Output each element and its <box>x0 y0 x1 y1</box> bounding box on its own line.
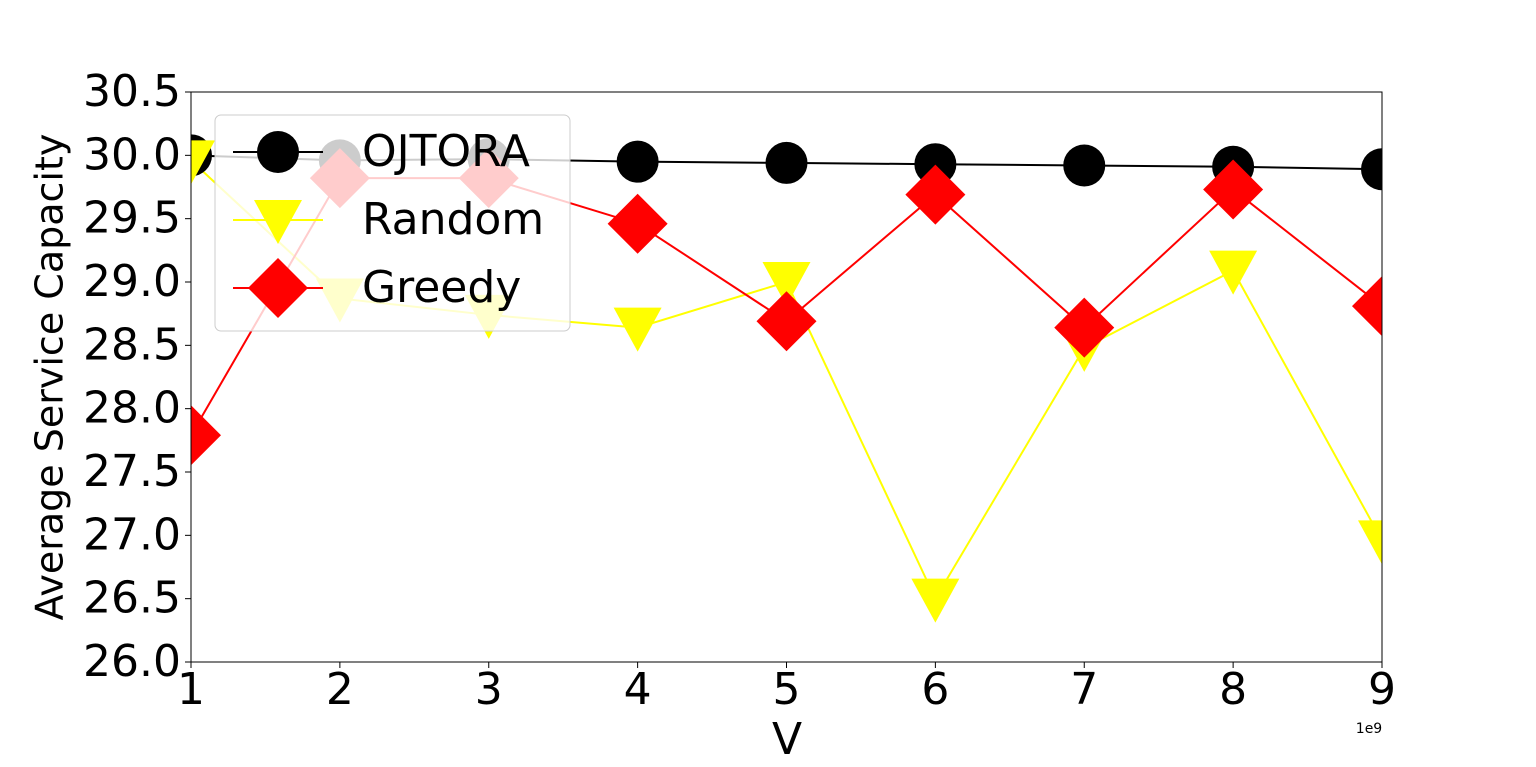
y-tick-label: 29.5 <box>83 193 181 244</box>
y-tick-label: 26.5 <box>83 573 181 624</box>
marker <box>914 143 957 186</box>
marker <box>1209 250 1258 295</box>
x-tick-label: 8 <box>1219 664 1247 715</box>
marker <box>191 140 215 185</box>
y-tick-label: 26.0 <box>83 636 181 687</box>
x-tick-label: 9 <box>1368 664 1396 715</box>
marker <box>607 193 668 254</box>
marker <box>911 578 960 623</box>
y-tick-label: 28.0 <box>83 383 181 434</box>
y-tick-label: 30.0 <box>83 129 181 180</box>
x-tick-label: 2 <box>326 664 354 715</box>
y-tick-label: 29.0 <box>83 256 181 307</box>
x-tick-label: 1 <box>177 664 205 715</box>
y-tick-label: 30.5 <box>83 66 181 117</box>
marker <box>765 141 808 184</box>
y-tick-label: 28.5 <box>83 319 181 370</box>
marker <box>257 131 299 173</box>
x-tick-label: 4 <box>624 664 652 715</box>
marker <box>905 164 966 225</box>
marker <box>1358 520 1382 565</box>
legend-label: OJTORA <box>362 126 530 177</box>
marker <box>254 200 302 244</box>
marker <box>756 291 817 352</box>
legend-label: Greedy <box>362 262 521 313</box>
marker <box>1361 148 1382 191</box>
marker <box>613 307 662 352</box>
marker <box>248 258 308 318</box>
plot-frame <box>190 91 1383 663</box>
legend-label: Random <box>362 194 544 245</box>
x-axis-label: V <box>772 714 802 765</box>
y-tick-label: 27.0 <box>83 509 181 560</box>
marker <box>1063 144 1106 187</box>
x-tick-label: 7 <box>1070 664 1098 715</box>
marker <box>1352 276 1382 337</box>
x-tick-label: 5 <box>773 664 801 715</box>
y-tick-label: 27.5 <box>83 446 181 497</box>
marker <box>1054 297 1115 358</box>
legend: OJTORA Random Greedy <box>214 114 571 332</box>
marker <box>762 262 811 306</box>
x-tick-label: 6 <box>921 664 949 715</box>
marker <box>191 405 221 466</box>
legend-box <box>214 114 571 332</box>
marker <box>1203 159 1264 220</box>
y-axis-label: Average Service Capacity <box>28 134 72 621</box>
x-tick-label: 3 <box>475 664 503 715</box>
marker <box>616 140 659 183</box>
x-offset-label: 1e9 <box>1356 721 1382 737</box>
